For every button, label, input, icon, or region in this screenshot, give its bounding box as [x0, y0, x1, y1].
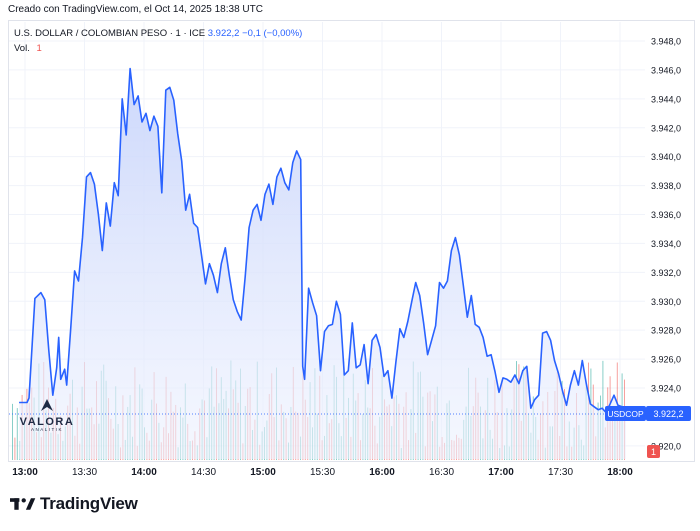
x-axis-labels: 13:00 13:30 14:00 14:30 15:00 15:30 16:00 16:30…: [12, 467, 633, 478]
price-area-fill: [19, 68, 627, 459]
x-tick-label: 15:00: [250, 467, 276, 478]
y-tick-label: 3.946,0: [651, 65, 681, 75]
y-tick-label: 3.944,0: [651, 94, 681, 104]
x-tick-label: 14:30: [191, 467, 216, 478]
x-tick-label: 13:00: [12, 467, 38, 478]
chart-frame: [8, 20, 695, 462]
price-tag-symbol: USDCOP: [607, 409, 644, 419]
price-tag-value-bg: [646, 406, 691, 422]
y-tick-label: 3.924,0: [651, 384, 681, 394]
price-tag-symbol-bg: [605, 406, 646, 422]
volume-value: 1: [36, 43, 42, 54]
price-tag-value: 3.922,2: [653, 409, 683, 419]
last-price: 3.922,2: [207, 28, 240, 39]
valora-watermark: VALORA ANALITIK: [18, 398, 76, 432]
credit-line: Creado con TradingView.com, el Oct 14, 2…: [8, 4, 263, 15]
y-tick-label: 3.942,0: [651, 123, 681, 133]
x-tick-label: 18:00: [607, 467, 633, 478]
x-tick-label: 17:00: [488, 467, 514, 478]
price-area: [9, 67, 645, 459]
x-tick-label: 16:00: [369, 467, 395, 478]
y-tick-label: 3.948,0: [651, 37, 681, 47]
x-tick-label: 17:30: [548, 467, 573, 478]
y-tick-label: 3.920,0: [651, 441, 681, 451]
price-change: −0,1 (−0,00%): [242, 28, 303, 39]
symbol-name: U.S. DOLLAR / COLOMBIAN PESO · 1 · ICE: [14, 28, 206, 39]
x-tick-label: 14:00: [131, 467, 157, 478]
y-tick-label: 3.936,0: [651, 210, 681, 220]
tradingview-logo-icon: [10, 498, 36, 510]
y-tick-label: 3.928,0: [651, 326, 681, 336]
x-tick-label: 13:30: [72, 467, 97, 478]
price-line: [19, 67, 627, 415]
x-tick-label: 15:30: [310, 467, 335, 478]
y-tick-label: 3.926,0: [651, 355, 681, 365]
last-price-tags: USDCOP 3.922,2 1: [605, 406, 691, 458]
volume-tag-value: 1: [651, 447, 656, 457]
y-axis-labels: 3.948,0 3.946,0 3.944,0 3.942,0 3.940,0 3.938…: [651, 37, 681, 452]
volume-label: Vol.: [14, 43, 30, 54]
watermark-name: VALORA: [19, 416, 75, 428]
footer-brand: TradingView: [40, 494, 138, 513]
tradingview-footer[interactable]: TradingView: [10, 494, 138, 514]
volume-bar: [14, 437, 16, 460]
volume-legend[interactable]: Vol. 1: [14, 43, 42, 54]
y-tick-label: 3.932,0: [651, 268, 681, 278]
watermark-sub: ANALITIK: [30, 427, 63, 432]
y-tick-label: 3.934,0: [651, 239, 681, 249]
symbol-legend[interactable]: U.S. DOLLAR / COLOMBIAN PESO · 1 · ICE 3…: [14, 28, 302, 39]
volume-bar: [12, 403, 13, 460]
x-tick-label: 16:30: [429, 467, 454, 478]
y-tick-label: 3.940,0: [651, 152, 681, 162]
volume-tag-bg: [647, 445, 660, 458]
valora-logo-icon: [41, 399, 53, 411]
y-tick-label: 3.938,0: [651, 181, 681, 191]
volume-bar: [16, 408, 18, 460]
y-tick-label: 3.930,0: [651, 297, 681, 307]
